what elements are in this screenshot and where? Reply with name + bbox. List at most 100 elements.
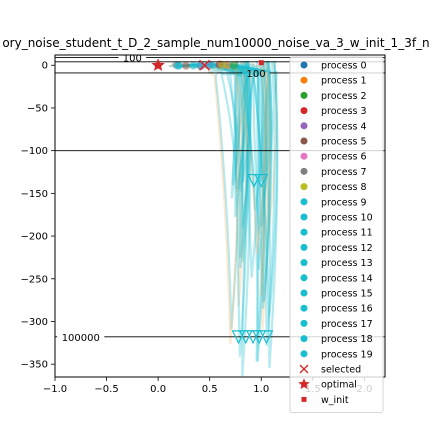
legend-marker xyxy=(300,167,308,175)
optimal-marker xyxy=(151,58,165,71)
legend-marker xyxy=(300,350,308,358)
legend-marker xyxy=(300,61,308,69)
contour-label: 100 xyxy=(123,54,142,65)
w-init-marker xyxy=(258,60,264,66)
legend-marker xyxy=(300,183,308,191)
y-tick-label: −350 xyxy=(21,360,48,371)
trajectory-line xyxy=(188,60,271,182)
trajectory-line xyxy=(204,60,261,278)
trajectory-line xyxy=(209,60,279,346)
x-tick-label: 0.0 xyxy=(150,384,166,395)
legend-label: process 15 xyxy=(321,289,373,300)
trajectory-point xyxy=(217,60,226,69)
x-tick-label: −0.5 xyxy=(94,384,118,395)
legend-marker xyxy=(300,137,308,145)
trajectory-line xyxy=(219,60,254,377)
trajectory-point xyxy=(189,61,198,70)
trajectory-line xyxy=(206,60,256,269)
trajectory-line xyxy=(191,60,272,309)
trajectory-line xyxy=(220,60,248,306)
trajectory-line xyxy=(171,60,268,271)
trajectory-line xyxy=(208,60,271,297)
end-marker xyxy=(231,330,246,345)
legend-label: process 9 xyxy=(321,197,367,208)
x-tick-label: −1.0 xyxy=(43,384,67,395)
end-marker xyxy=(259,330,274,345)
trajectory-point xyxy=(230,61,238,70)
legend-label: process 8 xyxy=(321,182,367,193)
trajectory-line xyxy=(190,60,249,258)
trajectory-point xyxy=(207,61,216,70)
trajectory-point xyxy=(181,61,190,70)
contour-label: 100 xyxy=(247,69,266,80)
x-tick-label: 1.0 xyxy=(253,384,269,395)
legend-marker xyxy=(300,198,308,206)
trajectory-line xyxy=(180,60,279,317)
trajectory-lines xyxy=(168,60,279,377)
end-marker xyxy=(252,330,267,345)
legend-marker xyxy=(300,274,308,282)
trajectory-line xyxy=(181,60,251,186)
legend-marker xyxy=(300,289,308,297)
trajectory-line xyxy=(180,60,265,211)
legend-marker xyxy=(300,259,308,267)
trajectory-line xyxy=(181,60,273,198)
legend-label: process 1 xyxy=(321,76,367,87)
trajectory-line xyxy=(212,60,252,228)
legend-label: process 11 xyxy=(321,228,373,239)
y-tick-label: −200 xyxy=(21,232,48,243)
trajectory-line xyxy=(211,60,271,227)
trajectory-line xyxy=(185,60,245,218)
legend-label: process 17 xyxy=(321,319,373,330)
legend-label: process 2 xyxy=(321,91,367,102)
legend-marker xyxy=(300,76,308,84)
legend-marker xyxy=(300,228,308,236)
legend-label: process 13 xyxy=(321,258,373,269)
legend-label: process 10 xyxy=(321,213,373,224)
legend-label: process 3 xyxy=(321,106,367,117)
y-tick-label: −100 xyxy=(21,146,48,157)
plot-frame xyxy=(54,54,386,378)
legend-label: process 12 xyxy=(321,243,373,254)
trajectory-line xyxy=(168,60,250,192)
trajectory-line xyxy=(223,60,268,234)
legend-marker xyxy=(300,122,308,130)
legend-marker xyxy=(299,364,309,374)
trajectory-line xyxy=(222,60,253,183)
legend-label: process 18 xyxy=(321,334,373,345)
legend-marker xyxy=(301,396,307,402)
trajectory-line xyxy=(168,60,278,235)
end-marker xyxy=(254,173,269,188)
selected-marker xyxy=(199,59,211,71)
trajectory-line xyxy=(171,60,240,345)
chart-title: ory_noise_student_t_D_2_sample_num10000_… xyxy=(2,36,429,50)
contour-label: 100000 xyxy=(62,333,100,344)
legend-label: selected xyxy=(321,365,361,376)
legend-label: process 4 xyxy=(321,121,367,132)
legend-marker xyxy=(298,378,310,390)
y-tick-label: 0 xyxy=(42,61,48,72)
trajectory-line xyxy=(177,60,252,263)
legend-label: process 5 xyxy=(321,137,367,148)
trajectory-line xyxy=(208,60,241,330)
legend-label: process 0 xyxy=(321,61,367,72)
legend-marker xyxy=(300,304,308,312)
legend-marker xyxy=(300,152,308,160)
trajectory-point xyxy=(174,61,183,70)
legend-label: process 14 xyxy=(321,273,373,284)
legend-marker xyxy=(300,243,308,251)
y-tick-label: −50 xyxy=(27,103,48,114)
trajectory-line xyxy=(191,60,255,193)
point-markers xyxy=(151,58,274,345)
x-tick-label: 0.5 xyxy=(202,384,218,395)
legend-marker xyxy=(300,319,308,327)
trajectory-line xyxy=(187,60,267,362)
end-marker xyxy=(238,330,253,345)
legend-label: process 7 xyxy=(321,167,367,178)
legend-label: process 19 xyxy=(321,349,373,360)
legend-marker xyxy=(300,335,308,343)
trajectory-line xyxy=(175,60,279,368)
legend-marker xyxy=(300,91,308,99)
trajectory-line xyxy=(201,60,273,303)
